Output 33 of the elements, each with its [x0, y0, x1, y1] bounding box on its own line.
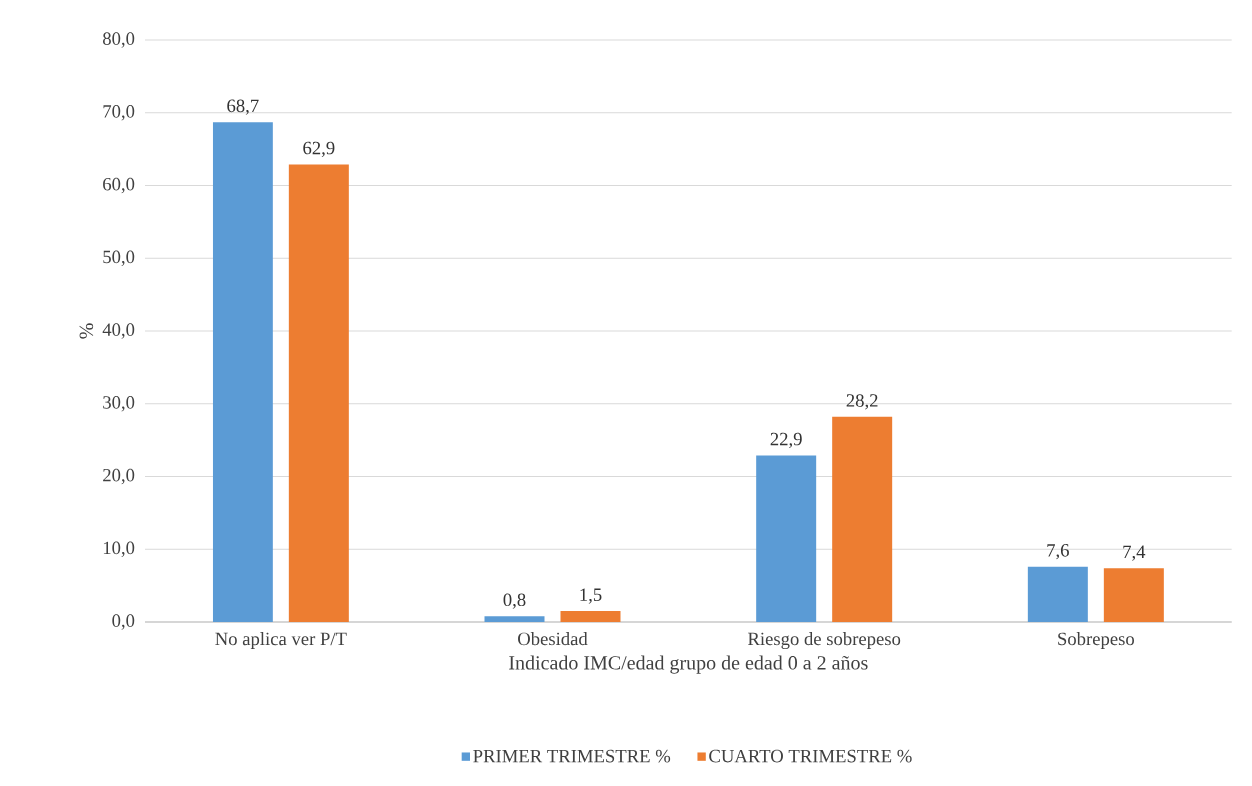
- data-label: 0,8: [503, 593, 526, 609]
- x-tick-label: Obesidad: [518, 632, 588, 646]
- bar: [832, 416, 893, 622]
- bar: [1103, 568, 1164, 622]
- x-tick-label: Riesgo de sobrepeso: [747, 632, 901, 650]
- y-axis-title: %: [79, 323, 94, 339]
- legend-label: PRIMER TRIMESTRE %: [473, 749, 671, 763]
- legend-label: CUARTO TRIMESTRE %: [709, 749, 912, 763]
- x-axis-title: Indicado IMC/edad grupo de edad 0 a 2 años: [509, 655, 868, 674]
- data-label: 62,9: [303, 141, 335, 158]
- bar: [1027, 566, 1088, 622]
- data-label: 7,4: [1123, 545, 1146, 561]
- y-tick-label: 20,0: [103, 468, 135, 485]
- bar: [756, 455, 817, 622]
- bar: [484, 616, 545, 622]
- data-label: 22,9: [770, 432, 802, 449]
- data-label: 28,2: [846, 394, 878, 410]
- bar: [560, 611, 621, 622]
- y-tick-label: 50,0: [103, 250, 135, 266]
- y-tick-label: 40,0: [102, 323, 135, 339]
- y-tick-label: 0,0: [112, 614, 135, 630]
- y-tick-label: 10,0: [103, 541, 135, 557]
- y-tick-label: 70,0: [103, 105, 135, 121]
- data-label: 68,7: [227, 99, 259, 115]
- x-tick-label: Sobrepeso: [1058, 632, 1134, 649]
- y-tick-label: 80,0: [103, 32, 135, 48]
- data-label: 1,5: [580, 588, 602, 604]
- y-tick-label: 30,0: [103, 396, 135, 412]
- x-tick-label: No aplica ver P/T: [215, 632, 347, 649]
- data-label: 7,6: [1047, 544, 1069, 560]
- bar: [288, 164, 349, 622]
- bar: [212, 122, 273, 622]
- y-tick-label: 60,0: [103, 177, 135, 194]
